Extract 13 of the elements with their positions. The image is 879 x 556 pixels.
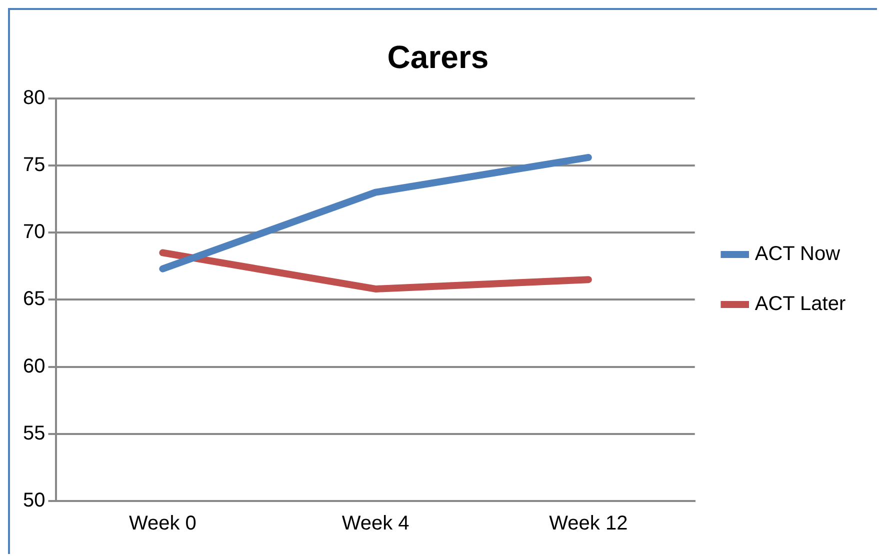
x-tick-label: Week 12	[549, 512, 628, 535]
y-tick-label: 60	[22, 355, 46, 378]
legend-label: ACT Now	[754, 243, 841, 266]
y-tick-label: 65	[22, 288, 46, 310]
x-tick-label: Week 0	[128, 512, 196, 535]
y-tick-label: 50	[22, 490, 46, 512]
y-tick-label: 70	[22, 221, 46, 244]
y-tick-label: 55	[22, 422, 46, 444]
y-tick-label: 80	[22, 86, 46, 109]
y-tick-label: 75	[22, 154, 46, 176]
x-tick-label: Week 4	[342, 512, 410, 535]
legend-label: ACT Later	[754, 293, 846, 316]
chart-title: Carers	[387, 39, 489, 76]
